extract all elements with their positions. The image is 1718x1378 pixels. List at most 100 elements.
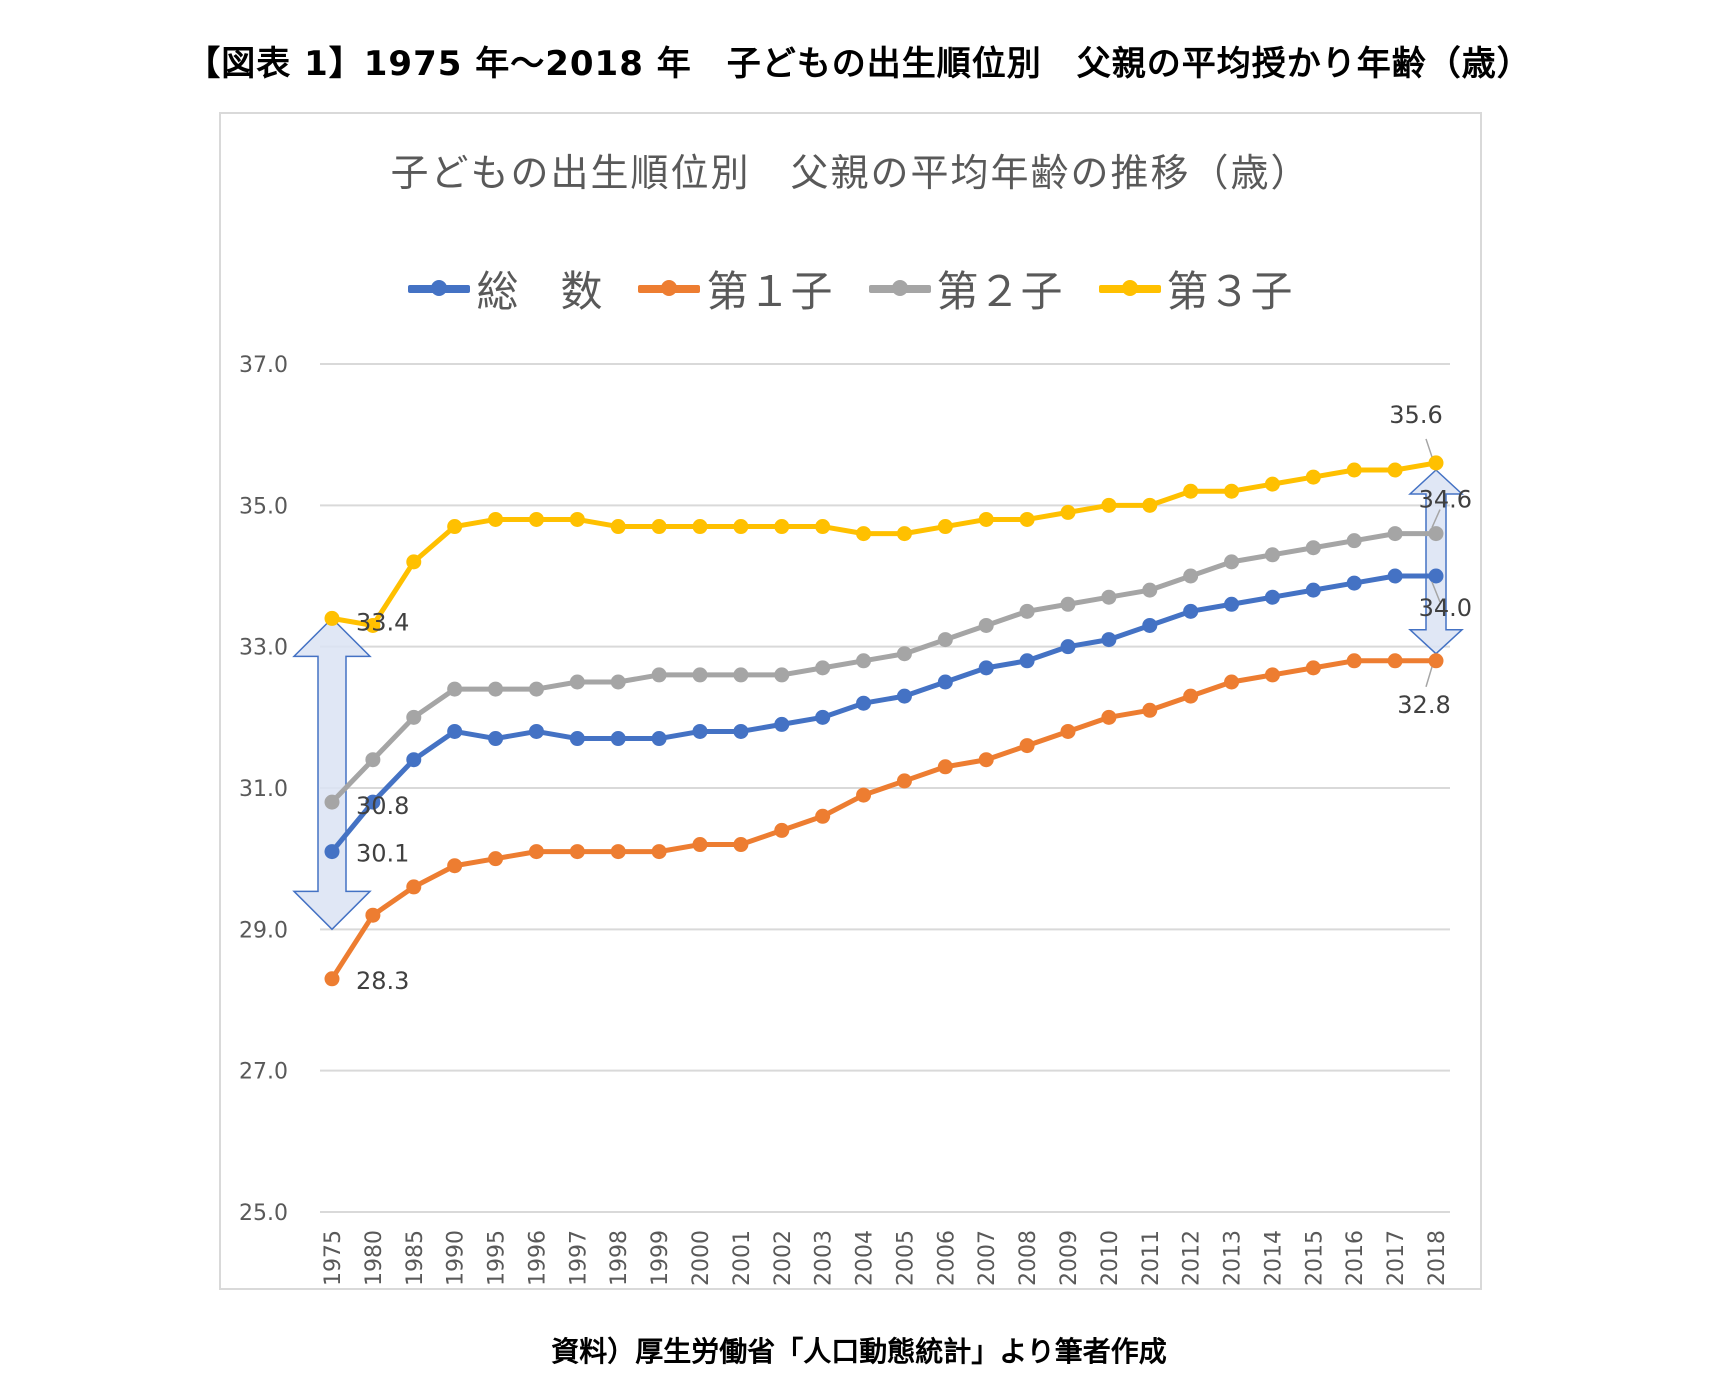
data-point bbox=[651, 731, 667, 747]
data-point bbox=[324, 971, 340, 987]
data-point bbox=[1428, 526, 1444, 542]
data-point bbox=[856, 653, 872, 669]
data-point bbox=[978, 617, 994, 633]
data-point bbox=[324, 844, 340, 860]
data-point bbox=[1019, 511, 1035, 527]
x-tick-label: 1980 bbox=[362, 1230, 387, 1286]
data-point bbox=[1101, 709, 1117, 725]
y-tick-label: 25.0 bbox=[239, 1201, 288, 1226]
x-tick-label: 2017 bbox=[1384, 1230, 1409, 1286]
data-label: 34.0 bbox=[1419, 594, 1472, 622]
annotation-leader bbox=[1431, 509, 1441, 528]
source-note: 資料）厚生労働省「人口動態統計」より筆者作成 bbox=[551, 1335, 1167, 1368]
x-tick-label: 2002 bbox=[771, 1230, 796, 1286]
data-point bbox=[692, 837, 708, 853]
x-tick-label: 2008 bbox=[1016, 1230, 1041, 1286]
data-point bbox=[937, 632, 953, 648]
data-point bbox=[610, 519, 626, 535]
data-point bbox=[406, 879, 422, 895]
data-point bbox=[447, 519, 463, 535]
data-point bbox=[1387, 653, 1403, 669]
annotation-leader bbox=[1431, 581, 1441, 603]
data-label: 34.6 bbox=[1419, 486, 1472, 514]
chart-title: 子どもの出生順位別 父親の平均年齢の推移（歳） bbox=[390, 151, 1311, 195]
data-point bbox=[1264, 476, 1280, 492]
chart-frame bbox=[219, 112, 1482, 1290]
x-tick-label: 2007 bbox=[975, 1230, 1000, 1286]
data-point bbox=[1305, 540, 1321, 556]
data-point bbox=[1346, 533, 1362, 549]
chart-legend: 総 数 第１子 第２子 第３子 bbox=[219, 258, 1482, 319]
x-tick-label: 2004 bbox=[853, 1230, 878, 1286]
data-point bbox=[733, 519, 749, 535]
data-point bbox=[978, 752, 994, 768]
data-label: 35.6 bbox=[1389, 401, 1442, 429]
legend-item-third-child: 第３子 bbox=[1098, 258, 1293, 319]
legend-item-first-child: 第１子 bbox=[638, 258, 833, 319]
y-tick-label: 31.0 bbox=[239, 777, 288, 802]
legend-item-total: 総 数 bbox=[408, 258, 602, 319]
data-point bbox=[1142, 702, 1158, 718]
x-tick-label: 1996 bbox=[525, 1230, 550, 1286]
legend-item-second-child: 第２子 bbox=[868, 258, 1063, 319]
data-point bbox=[733, 837, 749, 853]
data-label: 33.4 bbox=[356, 608, 409, 636]
data-point bbox=[856, 526, 872, 542]
data-point bbox=[937, 674, 953, 690]
data-point bbox=[1183, 688, 1199, 704]
legend-swatch-icon bbox=[638, 279, 701, 296]
legend-label: 第２子 bbox=[936, 267, 1063, 316]
y-tick-label: 29.0 bbox=[239, 918, 288, 943]
y-tick-label: 37.0 bbox=[239, 353, 288, 378]
x-tick-label: 2016 bbox=[1343, 1230, 1368, 1286]
data-label: 32.8 bbox=[1397, 691, 1450, 719]
y-tick-label: 35.0 bbox=[239, 494, 288, 519]
range-arrow bbox=[292, 617, 372, 931]
data-point bbox=[1019, 738, 1035, 754]
data-point bbox=[1387, 462, 1403, 478]
data-point bbox=[528, 511, 544, 527]
legend-swatch-icon bbox=[1098, 279, 1161, 296]
series-line bbox=[329, 658, 1436, 981]
y-tick-label: 27.0 bbox=[239, 1060, 288, 1085]
data-point bbox=[610, 731, 626, 747]
legend-label: 第３子 bbox=[1166, 267, 1293, 316]
data-point bbox=[1264, 589, 1280, 605]
data-point bbox=[1305, 660, 1321, 676]
data-point bbox=[610, 844, 626, 860]
data-point bbox=[324, 794, 340, 810]
data-point bbox=[365, 794, 381, 810]
data-point bbox=[1346, 575, 1362, 591]
x-tick-label: 2006 bbox=[934, 1230, 959, 1286]
x-tick-label: 2014 bbox=[1261, 1230, 1286, 1286]
data-point bbox=[1101, 497, 1117, 513]
data-point bbox=[815, 519, 831, 535]
data-point bbox=[1305, 469, 1321, 485]
data-point bbox=[324, 610, 340, 626]
data-point bbox=[488, 681, 504, 697]
figure-title: 【図表 1】1975 年～2018 年 子どもの出生順位別 父親の平均授かり年齢… bbox=[186, 44, 1532, 84]
data-point bbox=[1060, 639, 1076, 655]
data-point bbox=[1346, 653, 1362, 669]
data-point bbox=[937, 519, 953, 535]
legend-label: 総 数 bbox=[476, 267, 603, 316]
data-point bbox=[406, 554, 422, 570]
data-point bbox=[896, 773, 912, 789]
data-point bbox=[1183, 603, 1199, 619]
series-line bbox=[331, 460, 1437, 628]
data-point bbox=[1305, 582, 1321, 598]
x-tick-label: 2018 bbox=[1425, 1230, 1450, 1286]
x-tick-label: 2000 bbox=[689, 1230, 714, 1286]
data-point bbox=[1428, 653, 1444, 669]
data-point bbox=[447, 858, 463, 874]
data-point bbox=[1224, 596, 1240, 612]
series-line bbox=[330, 573, 1436, 854]
data-point bbox=[692, 723, 708, 739]
data-point bbox=[733, 723, 749, 739]
data-point bbox=[365, 907, 381, 923]
data-point bbox=[1142, 617, 1158, 633]
x-tick-label: 2003 bbox=[812, 1230, 837, 1286]
x-tick-label: 1990 bbox=[444, 1230, 469, 1286]
data-point bbox=[1142, 497, 1158, 513]
